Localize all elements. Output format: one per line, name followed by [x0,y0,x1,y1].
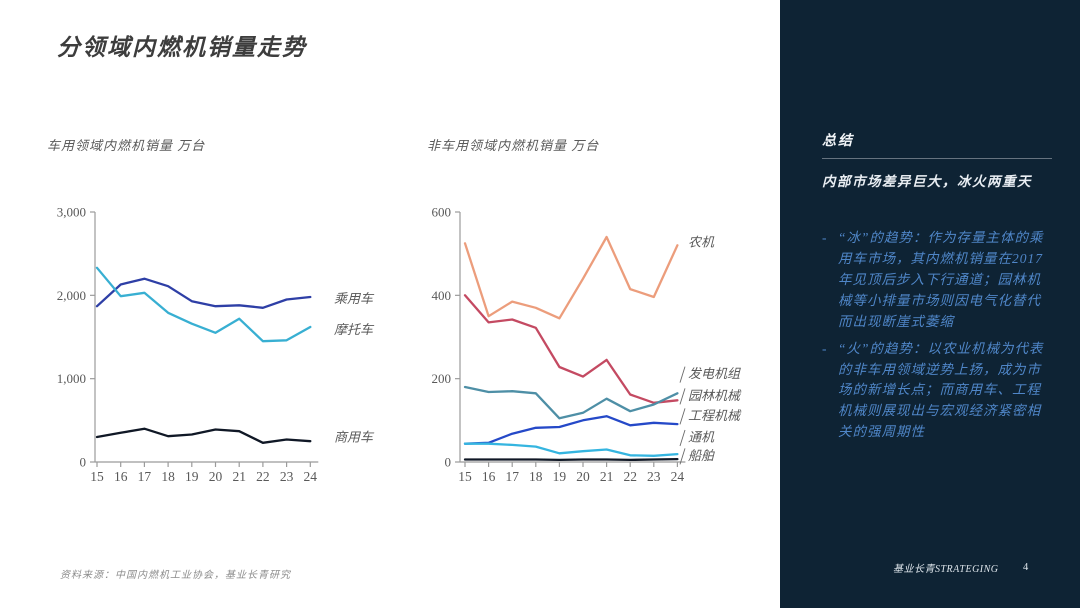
x-axis-tick-label: 18 [529,469,543,484]
series-line [463,235,679,320]
series-label: 船舶 [688,448,715,463]
bullet-dash: - [822,340,827,356]
series-line [463,457,679,462]
label-leader-line [679,366,686,383]
list-item: - “火”的趋势：以农业机械为代表的非车用领域逆势上扬，成为市场的新增长点；而商… [822,339,1044,444]
series-label: 发电机组 [688,366,741,381]
x-axis-tick-label: 24 [304,469,318,484]
non-vehicle-chart-title: 非车用领域内燃机销量 万台 [427,138,600,153]
x-axis-tick-label: 15 [90,469,104,484]
x-axis-tick-label: 15 [458,469,472,484]
series-line [463,442,679,457]
vehicle-chart: 0 1,000 2,000 3,000 15 16 17 18 19 20 21 22 23 24 乘用车摩… [57,205,375,485]
series-label: 乘用车 [334,291,375,306]
y-axis-tick-label: 0 [80,455,87,470]
x-axis-tick-label: 20 [576,469,590,484]
x-axis-tick-label: 17 [505,469,519,484]
list-item: - “冰”的趋势：作为存量主体的乘用车市场，其内燃机销量在2017年见顶后步入下… [822,228,1044,333]
label-leader-line [679,388,686,405]
series-label: 园林机械 [688,388,742,403]
label-leader-line [679,429,686,447]
y-axis-tick-label: 3,000 [57,205,86,220]
series-label: 工程机械 [688,408,742,423]
summary-heading: 总结 [822,134,854,149]
summary-divider [822,158,1052,159]
x-axis-tick-label: 17 [138,469,152,484]
brand-label: 基业长青STRATEGING [893,563,999,575]
x-axis-tick-label: 22 [623,469,637,484]
x-axis-tick-label: 24 [671,469,685,484]
y-axis-tick-label: 2,000 [57,288,86,303]
x-axis-tick-label: 16 [114,469,128,484]
bullet-text-fire: “火”的趋势：以农业机械为代表的非车用领域逆势上扬，成为市场的新增长点；而商用车… [838,340,1044,440]
summary-bullet-list: - “冰”的趋势：作为存量主体的乘用车市场，其内燃机销量在2017年见顶后步入下… [822,228,1044,449]
page-number: 4 [1023,561,1029,573]
series-line [95,427,312,444]
x-axis-tick-label: 20 [209,469,223,484]
series-label: 农机 [688,235,715,250]
series-label: 摩托车 [334,322,375,337]
bullet-text-ice: “冰”的趋势：作为存量主体的乘用车市场，其内燃机销量在2017年见顶后步入下行通… [838,230,1044,329]
summary-sidebar: 总结 内部市场差异巨大，冰火两重天 - “冰”的趋势：作为存量主体的乘用车市场，… [780,0,1080,608]
x-axis-tick-label: 21 [600,469,614,484]
label-leader-line [679,448,686,465]
series-line [463,385,679,420]
x-axis-tick-label: 18 [161,469,175,484]
y-axis-tick-label: 0 [445,455,452,470]
label-leader-line [679,408,686,425]
series-line [463,415,679,445]
x-axis-tick-label: 19 [185,469,199,484]
series-label: 商用车 [334,430,375,445]
summary-subheading: 内部市场差异巨大，冰火两重天 [822,174,1032,189]
y-axis-tick-label: 1,000 [57,371,86,386]
series-line [463,294,679,404]
series-line [95,266,312,343]
page-title: 分领域内燃机销量走势 [57,35,307,60]
x-axis-tick-label: 16 [482,469,496,484]
x-axis-tick-label: 19 [553,469,567,484]
y-axis-tick-label: 600 [432,205,452,220]
source-note: 资料来源：中国内燃机工业协会，基业长青研究 [60,570,291,581]
series-label: 通机 [688,430,715,445]
x-axis-tick-label: 22 [256,469,270,484]
y-axis-tick-label: 200 [432,371,452,386]
y-axis-tick-label: 400 [432,288,452,303]
x-axis-tick-label: 23 [280,469,294,484]
x-axis-tick-label: 21 [232,469,246,484]
series-line [95,277,312,309]
vehicle-chart-title: 车用领域内燃机销量 万台 [47,138,206,153]
bullet-dash: - [822,230,827,245]
x-axis-tick-label: 23 [647,469,661,484]
